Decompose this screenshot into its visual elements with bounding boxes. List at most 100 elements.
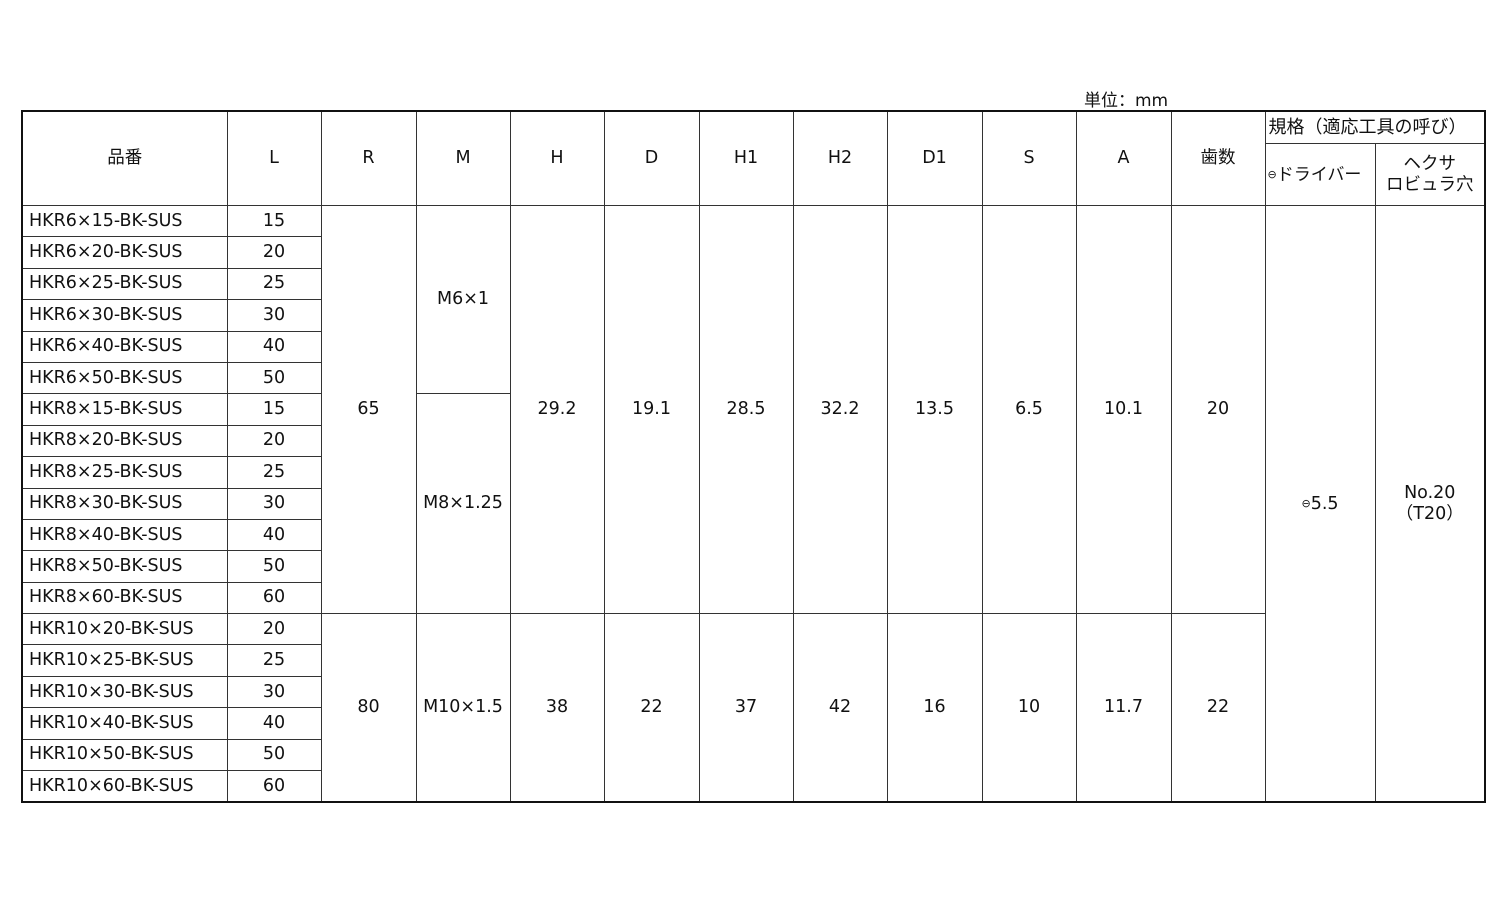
length-cell: 25: [226, 267, 322, 301]
header-r: R: [320, 110, 417, 206]
header-h2: H2: [792, 110, 888, 206]
length-cell: 15: [226, 393, 322, 426]
d-cell: 19.1: [603, 204, 700, 615]
part-number-cell: HKR10×30-BK-SUS: [21, 675, 228, 709]
part-number-cell: HKR8×15-BK-SUS: [21, 393, 228, 426]
hexalobular-t: （T20）: [1395, 503, 1464, 524]
length-cell: 25: [226, 456, 322, 489]
table-row: HKR10×30-BK-SUS 30: [21, 675, 1485, 709]
header-a: A: [1075, 110, 1172, 206]
teeth-cell: 22: [1170, 613, 1266, 803]
header-d: D: [603, 110, 700, 206]
part-number-cell: HKR10×60-BK-SUS: [21, 770, 228, 803]
header-h: H: [509, 110, 605, 206]
s-cell: 6.5: [981, 204, 1077, 615]
part-number-cell: HKR8×60-BK-SUS: [21, 581, 228, 615]
length-cell: 25: [226, 644, 322, 677]
thread-cell: M6×1: [415, 204, 511, 395]
table-row: HKR8×20-BK-SUS 20: [21, 424, 1485, 458]
spec-table: 品番 L R M H D H1 H2 D1 S A 歯数 規格（適応工具の呼び） ⊖ドライバー ヘクサ ロビュ…: [21, 110, 1486, 804]
h-cell: 38: [509, 613, 605, 803]
hexalobular-size-cell: No.20 （T20）: [1374, 205, 1486, 803]
part-number-cell: HKR8×40-BK-SUS: [21, 518, 228, 552]
table-row: HKR10×25-BK-SUS 25: [21, 644, 1485, 677]
header-m: M: [415, 110, 511, 206]
part-number-cell: HKR6×25-BK-SUS: [21, 267, 228, 301]
length-cell: 30: [226, 299, 322, 332]
driver-size-cell: ⊖5.5: [1264, 205, 1376, 803]
header-hexalobular-line1: ヘクサ: [1403, 153, 1457, 174]
a-cell: 11.7: [1075, 613, 1172, 803]
d1-cell: 16: [886, 613, 983, 803]
part-number-cell: HKR6×30-BK-SUS: [21, 299, 228, 332]
length-cell: 20: [226, 613, 322, 646]
header-l: L: [226, 110, 322, 206]
length-cell: 50: [226, 550, 322, 583]
d1-cell: 13.5: [886, 204, 983, 615]
thread-cell: M8×1.25: [415, 393, 511, 615]
part-number-cell: HKR10×40-BK-SUS: [21, 707, 228, 740]
unit-label: 単位：mm: [1084, 91, 1169, 111]
length-cell: 30: [226, 675, 322, 709]
part-number-cell: HKR6×50-BK-SUS: [21, 361, 228, 395]
length-cell: 20: [226, 236, 322, 269]
part-number-cell: HKR10×50-BK-SUS: [21, 738, 228, 772]
teeth-cell: 20: [1170, 204, 1266, 615]
header-hexalobular-line2: ロビュラ穴: [1386, 174, 1474, 195]
length-cell: 60: [226, 770, 322, 803]
length-cell: 15: [226, 204, 322, 238]
slotted-driver-icon: ⊖: [1267, 167, 1277, 181]
length-cell: 40: [226, 518, 322, 552]
header-teeth: 歯数: [1170, 110, 1266, 206]
a-cell: 10.1: [1075, 204, 1172, 615]
header-driver: ⊖ドライバー: [1264, 143, 1376, 206]
header-driver-label: ドライバー: [1276, 164, 1362, 185]
d-cell: 22: [603, 613, 700, 803]
length-cell: 40: [226, 330, 322, 363]
table-row: HKR8×30-BK-SUS 30: [21, 487, 1485, 520]
s-cell: 10: [981, 613, 1077, 803]
table-row: HKR8×60-BK-SUS 60: [21, 581, 1485, 615]
slotted-driver-icon: ⊖: [1301, 496, 1311, 510]
header-hexalobular: ヘクサ ロビュラ穴: [1374, 143, 1486, 206]
header-h1: H1: [698, 110, 794, 206]
h2-cell: 32.2: [792, 204, 888, 615]
r-cell: 80: [320, 613, 417, 803]
table-row: HKR8×15-BK-SUS 15 M8×1.25: [21, 393, 1485, 615]
part-number-cell: HKR10×20-BK-SUS: [21, 613, 228, 646]
length-cell: 50: [226, 738, 322, 772]
header-row: 品番 L R M H D H1 H2 D1 S A 歯数 規格（適応工具の呼び）: [21, 110, 1486, 206]
table-row: HKR8×40-BK-SUS 40: [21, 518, 1485, 552]
length-cell: 50: [226, 361, 322, 395]
table-row: HKR6×50-BK-SUS 50: [21, 361, 1485, 395]
r-cell: 65: [320, 204, 417, 615]
part-number-cell: HKR8×30-BK-SUS: [21, 487, 228, 520]
table-row: HKR8×25-BK-SUS 25: [21, 456, 1485, 489]
table-row: HKR6×25-BK-SUS 25: [21, 267, 1485, 301]
part-number-cell: HKR8×50-BK-SUS: [21, 550, 228, 583]
thread-cell: M10×1.5: [415, 613, 511, 803]
h1-cell: 28.5: [698, 204, 794, 615]
header-part-no: 品番: [21, 110, 228, 206]
part-number-cell: HKR6×20-BK-SUS: [21, 236, 228, 269]
table-row: HKR10×20-BK-SUS 20 80 M10×1.5 38 22 37 42 16 10 11…: [21, 613, 1485, 803]
length-cell: 30: [226, 487, 322, 520]
header-s: S: [981, 110, 1077, 206]
length-cell: 40: [226, 707, 322, 740]
h1-cell: 37: [698, 613, 794, 803]
length-cell: 60: [226, 581, 322, 615]
part-number-cell: HKR6×15-BK-SUS: [21, 204, 228, 238]
table-row: HKR10×60-BK-SUS 60: [21, 770, 1485, 803]
part-number-cell: HKR8×20-BK-SUS: [21, 424, 228, 458]
hexalobular-no: No.20: [1404, 482, 1456, 503]
header-spec: 規格（適応工具の呼び）: [1264, 110, 1486, 144]
table-row: HKR6×20-BK-SUS 20: [21, 236, 1485, 269]
table-row: HKR6×40-BK-SUS 40: [21, 330, 1485, 363]
header-d1: D1: [886, 110, 983, 206]
length-cell: 20: [226, 424, 322, 458]
part-number-cell: HKR6×40-BK-SUS: [21, 330, 228, 363]
h2-cell: 42: [792, 613, 888, 803]
table-row: HKR6×15-BK-SUS 15 65 M6×1 29.2 19.1 28.5 32.2 13…: [21, 204, 1486, 803]
table-row: HKR10×50-BK-SUS 50: [21, 738, 1485, 772]
h-cell: 29.2: [509, 204, 605, 615]
